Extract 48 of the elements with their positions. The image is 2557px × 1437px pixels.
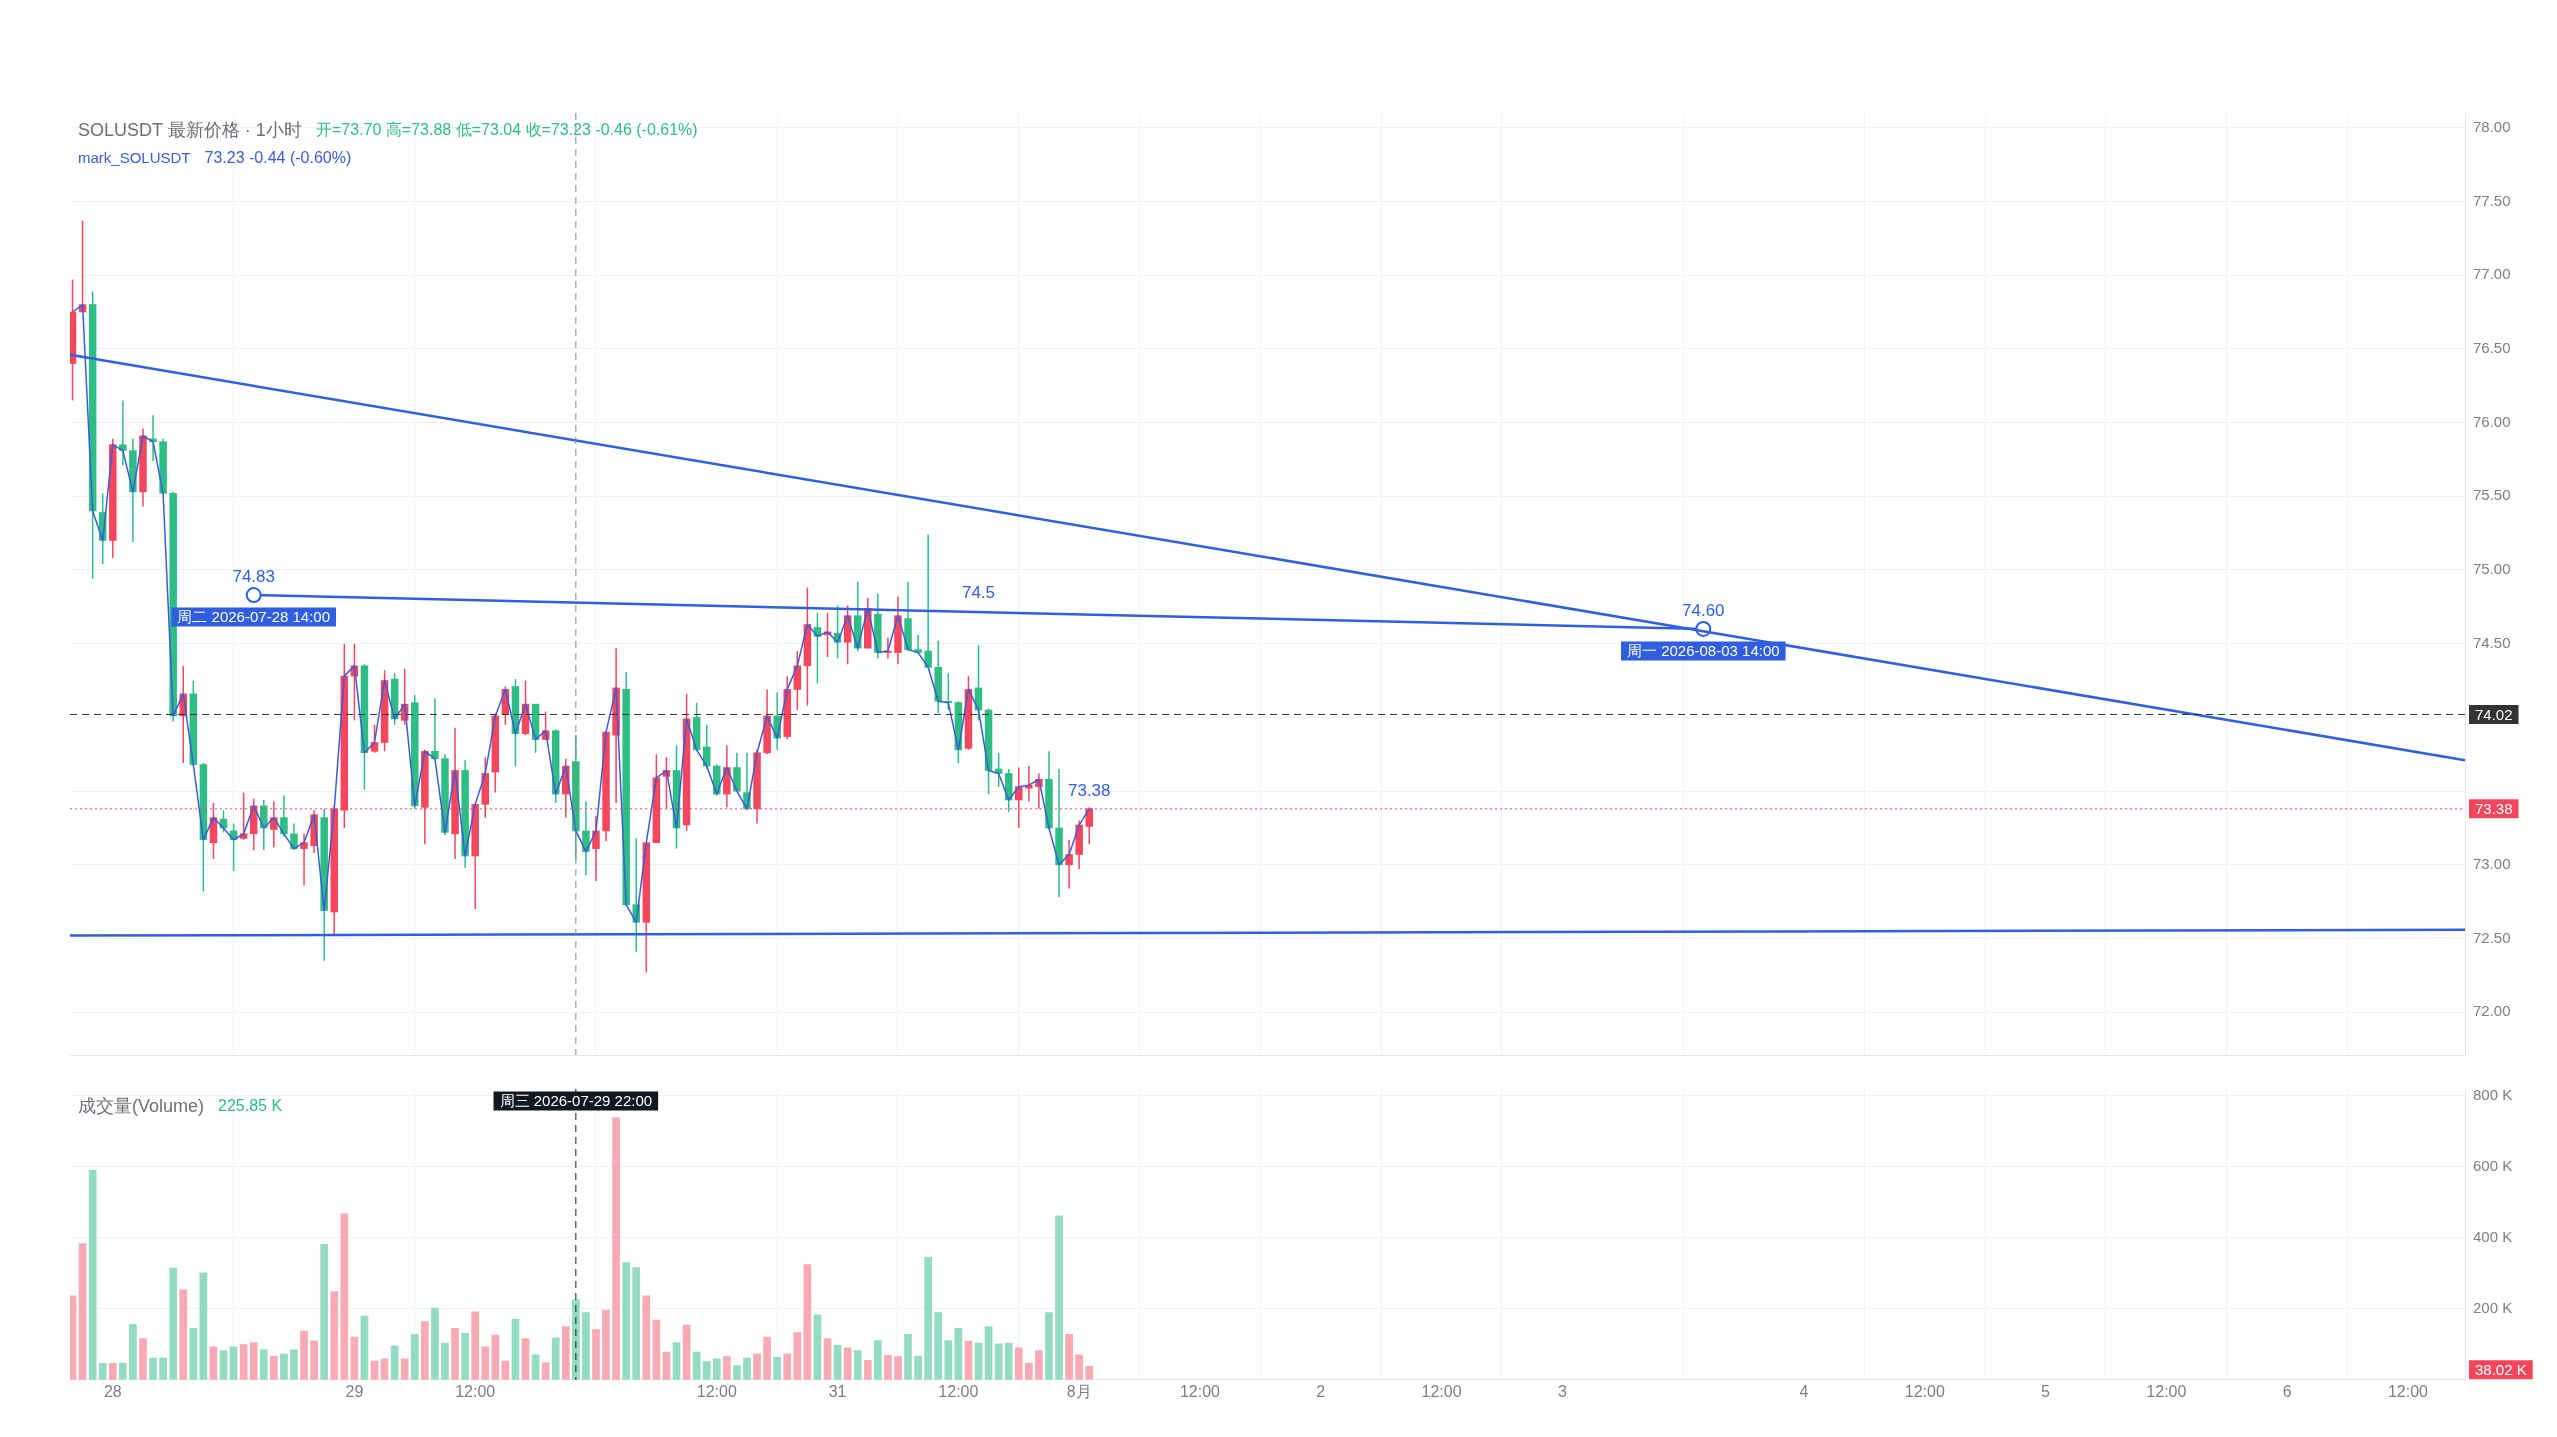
x-tick-label: 12:00	[455, 1382, 496, 1400]
annotation: 周二 2026-07-28 14:00	[177, 608, 331, 626]
annotation: 73.23 -0.44 (-0.60%)	[204, 149, 352, 167]
ref-line-label: 74.02	[2475, 705, 2513, 723]
y-tick-label: 72.50	[2473, 928, 2511, 946]
y-tick-label: 74.50	[2473, 633, 2511, 651]
y-tick-label: 600 K	[2473, 1156, 2513, 1174]
ref-line-label: 周三 2026-07-29 22:00	[499, 1092, 653, 1110]
x-tick-label: 12:00	[1179, 1382, 1221, 1400]
y-tick-label: 200 K	[2473, 1298, 2513, 1316]
y-tick-label: 72.00	[2473, 1002, 2511, 1020]
x-tick-label: 12:00	[938, 1382, 979, 1400]
y-tick-label: 400 K	[2473, 1227, 2513, 1245]
x-tick-label: 29	[345, 1382, 364, 1400]
y-tick-label: 77.00	[2473, 265, 2511, 283]
x-tick-label: 12:00	[2146, 1382, 2187, 1400]
y-tick-label: 800 K	[2473, 1085, 2513, 1103]
x-tick-label: 5	[2041, 1382, 2051, 1400]
annotation: 225.85 K	[218, 1097, 283, 1115]
annotation: 开=73.70 高=73.88 低=73.04 收=73.23 -0.46 (-0.61%)	[316, 121, 698, 139]
text: mark_SOLUSDT	[78, 149, 191, 167]
x-tick-label: 3	[1557, 1382, 1567, 1400]
y-tick-label: 75.50	[2473, 486, 2511, 504]
x-tick-label: 8月	[1066, 1382, 1092, 1400]
chart-title: 成交量(Volume)	[78, 1095, 205, 1116]
chart-title: SOLUSDT 最新价格 · 1小时	[78, 119, 302, 140]
y-tick-label: 75.00	[2473, 560, 2511, 578]
x-tick-label: 12:00	[696, 1382, 737, 1400]
annotation: 73.38	[1067, 781, 1111, 800]
y-tick-label: 76.50	[2473, 339, 2511, 357]
y-tick-label: 78.00	[2473, 117, 2511, 135]
x-tick-label: 12:00	[2387, 1382, 2429, 1400]
annotation: 74.60	[1682, 601, 1725, 621]
x-tick-label: 6	[2282, 1382, 2292, 1400]
annotation: 74.5	[961, 583, 996, 603]
x-tick-label: 28	[103, 1382, 122, 1400]
y-tick-label: 76.00	[2473, 412, 2511, 430]
x-tick-label: 4	[1799, 1382, 1809, 1400]
x-tick-label: 31	[828, 1382, 847, 1400]
annotation: 周一 2026-08-03 14:00	[1627, 642, 1780, 660]
x-tick-label: 12:00	[1421, 1382, 1462, 1400]
text: 38.02 K	[2475, 1360, 2527, 1378]
ref-line-label: 73.38	[2475, 799, 2513, 817]
x-tick-label: 2	[1316, 1382, 1326, 1400]
annotation: 74.83	[232, 567, 275, 587]
y-tick-label: 77.50	[2473, 191, 2511, 209]
y-tick-label: 73.00	[2473, 854, 2511, 872]
x-tick-label: 12:00	[1904, 1382, 1945, 1400]
